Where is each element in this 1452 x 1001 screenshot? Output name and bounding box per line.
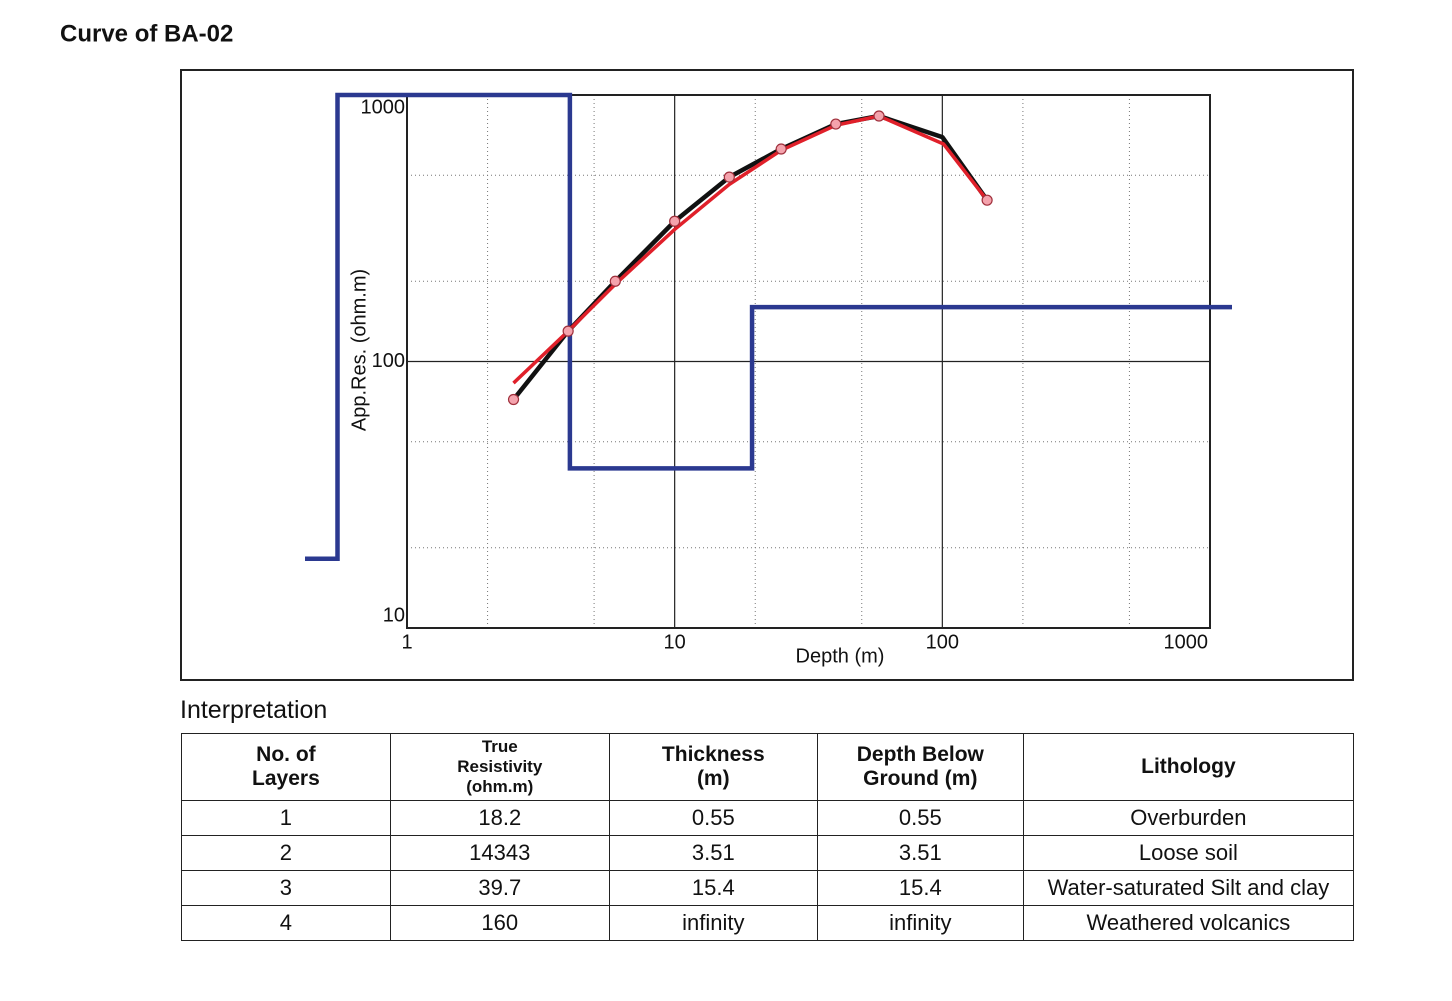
header-text: True xyxy=(481,737,518,756)
frame xyxy=(180,69,1354,681)
header-text: Depth Below xyxy=(856,743,984,766)
header-text: Thickness xyxy=(661,743,765,766)
table-cell: 3 xyxy=(181,870,391,906)
model-step-line xyxy=(305,92,1232,561)
table-cell: 3.51 xyxy=(608,835,818,871)
x-tick-label: 100 xyxy=(926,631,959,653)
header-text: Layers xyxy=(252,767,320,790)
header-row: No. of Layers True Resistivity (ohm.m) Thickn… xyxy=(181,733,1355,801)
table-cell: 2 xyxy=(181,835,391,871)
y-tick-label: 100 xyxy=(372,350,405,372)
chart: Curve of BA-02 Depth (m) App.Res. (ohm.m… xyxy=(60,20,1354,681)
interpretation-table: No. of Layers True Resistivity (ohm.m) Thickn… xyxy=(181,733,1355,941)
y-axis-label: App.Res. (ohm.m) xyxy=(348,269,370,431)
table-row: 1 18.2 0.55 0.55 Overburden xyxy=(181,800,1355,836)
x-tick-label: 10 xyxy=(664,631,686,653)
table-cell: Overburden xyxy=(1022,800,1355,836)
table-row: 2 14343 3.51 3.51 Loose soil xyxy=(181,835,1355,871)
table-cell: Water-saturated Silt and clay xyxy=(1022,870,1355,906)
header-text: (ohm.m) xyxy=(466,777,534,796)
header-text: Ground (m) xyxy=(863,767,978,790)
chart-title: Curve of BA-02 xyxy=(60,20,233,47)
header-text: (m) xyxy=(696,767,730,790)
header-cell: Lithology xyxy=(1022,733,1355,801)
y-tick-label: 10 xyxy=(383,604,405,626)
table-row: 4 160 infinity infinity Weathered volcanics xyxy=(181,905,1355,941)
table-cell: 3.51 xyxy=(816,835,1024,871)
table-cell: 0.55 xyxy=(816,800,1024,836)
plot-area xyxy=(406,94,1211,629)
header-text: No. of xyxy=(256,743,316,766)
table-cell: 1 xyxy=(181,800,391,836)
table-cell: 15.4 xyxy=(816,870,1024,906)
table-cell: 4 xyxy=(181,905,391,941)
header-cell: No. of Layers xyxy=(181,733,391,801)
data-point xyxy=(830,118,842,130)
table-cell: 160 xyxy=(389,905,610,941)
header-cell: Depth Below Ground (m) xyxy=(816,733,1024,801)
data-point xyxy=(981,194,993,206)
table-row: 3 39.7 15.4 15.4 Water-saturated Silt and cl… xyxy=(181,870,1355,906)
header-cell: Thickness (m) xyxy=(608,733,818,801)
header-text: Lithology xyxy=(1141,755,1236,778)
curve xyxy=(512,114,989,385)
y-tick-label: 1000 xyxy=(361,96,406,118)
table-cell: infinity xyxy=(816,905,1024,941)
data-point xyxy=(873,110,885,122)
x-tick-label: 1 xyxy=(401,631,412,653)
x-tick-label: 1000 xyxy=(1164,631,1209,653)
data-point xyxy=(609,275,621,287)
header-text: Resistivity xyxy=(457,757,543,776)
table-cell: 15.4 xyxy=(608,870,818,906)
table-cell: Weathered volcanics xyxy=(1022,905,1355,941)
table-cell: Loose soil xyxy=(1022,835,1355,871)
table-cell: 18.2 xyxy=(389,800,610,836)
table-cell: 14343 xyxy=(389,835,610,871)
data-point xyxy=(562,325,574,337)
data-point xyxy=(507,393,520,406)
table-cell: 0.55 xyxy=(608,800,818,836)
interpretation-heading: Interpretation xyxy=(180,696,328,724)
table-cell: infinity xyxy=(608,905,818,941)
x-axis-label: Depth (m) xyxy=(796,645,885,667)
header-cell: True Resistivity (ohm.m) xyxy=(389,733,610,801)
data-point xyxy=(669,215,681,227)
table-cell: 39.7 xyxy=(389,870,610,906)
data-point xyxy=(775,143,787,155)
data-point xyxy=(723,171,735,183)
